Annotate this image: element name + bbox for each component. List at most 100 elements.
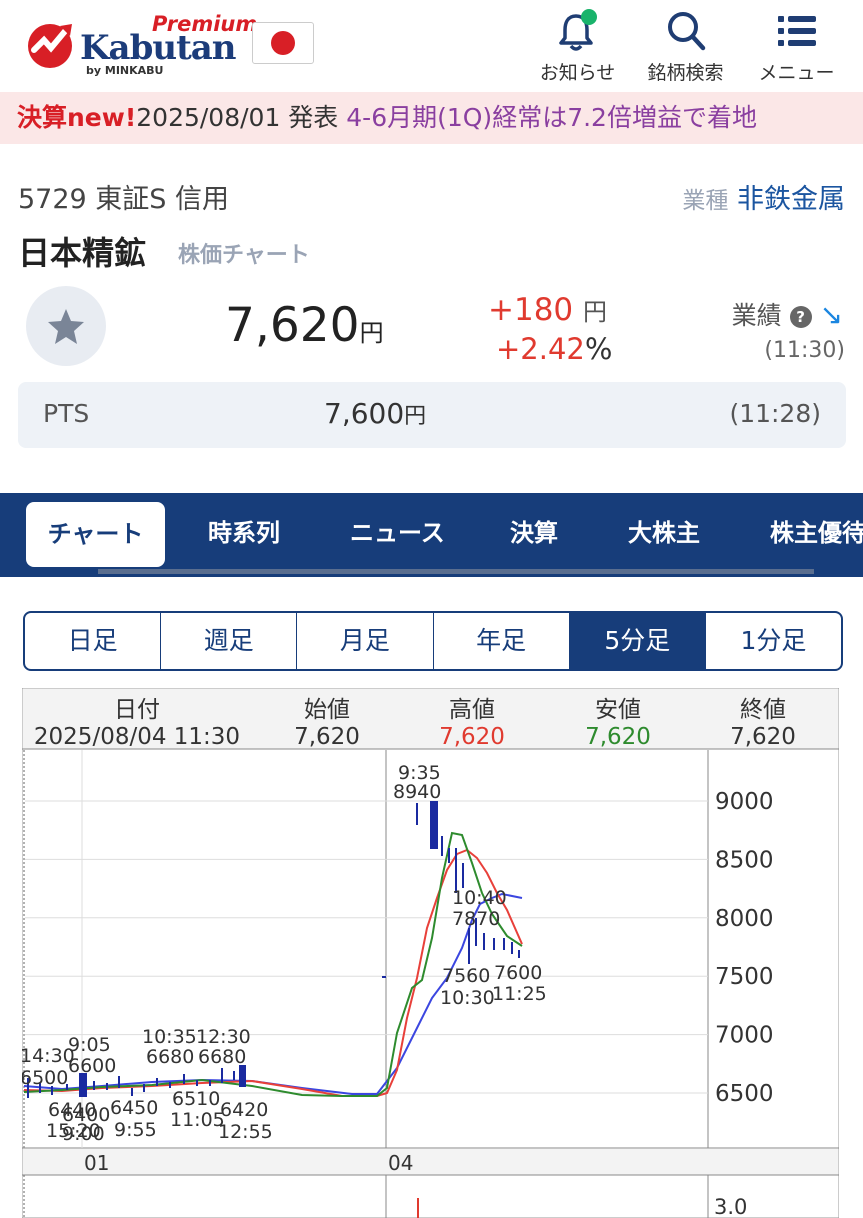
anno-high-time: 9:35 — [398, 762, 441, 784]
y-tick-label: 7500 — [715, 964, 774, 990]
anno-1040-time: 10:40 — [452, 887, 507, 909]
grid-lines — [25, 800, 708, 1094]
notifications-label: お知らせ — [539, 62, 616, 84]
bell-icon — [558, 9, 597, 51]
banner-date: 2025/08/01 発表 — [136, 103, 339, 132]
pts-time: (11:28) — [729, 399, 821, 428]
help-icon[interactable]: ? — [789, 306, 812, 328]
y-tick-label: 9000 — [715, 789, 774, 815]
price-chart[interactable]: 日付 始値 高値 安値 終値 2025/08/04 11:30 7,620 7,… — [22, 688, 839, 1218]
performance-link[interactable]: 業績 ? ↘ — [731, 298, 843, 331]
tab-news[interactable]: ニュース — [350, 519, 445, 547]
info-close-value: 7,620 — [730, 724, 796, 750]
anno-1255-value: 6420 — [220, 1099, 268, 1121]
period-weekly[interactable]: 週足 — [161, 613, 298, 669]
sector-key: 業種 — [682, 188, 729, 214]
kabutan-logo-icon — [28, 24, 72, 68]
anno-1030-time: 10:30 — [440, 987, 495, 1009]
period-monthly[interactable]: 月足 — [297, 613, 434, 669]
price-time: (11:30) — [764, 338, 845, 363]
tab-timeseries[interactable]: 時系列 — [208, 519, 280, 547]
tab-benefits[interactable]: 株主優待 — [770, 519, 863, 547]
anno-1035-time: 10:35 — [142, 1026, 197, 1048]
anno-905-value: 6600 — [68, 1055, 116, 1077]
tab-earnings[interactable]: 決算 — [510, 519, 558, 547]
anno-955-value: 6450 — [110, 1097, 158, 1119]
logo-brand: Kabutan — [80, 28, 237, 68]
pts-label: PTS — [43, 399, 90, 428]
pts-panel: PTS 7,600円 (11:28) — [18, 382, 846, 448]
tab-chart[interactable]: チャート — [26, 502, 165, 567]
pts-price: 7,600円 — [324, 397, 427, 430]
stock-name-sub: 株価チャート — [178, 243, 310, 268]
anno-1030-value: 7560 — [442, 965, 490, 987]
stock-search-button[interactable]: 銘柄検索 — [638, 6, 733, 86]
y-tick-label: 8000 — [715, 906, 774, 932]
banner-headline-link[interactable]: 4-6月期(1Q)経常は7.2倍増益で着地 — [346, 103, 757, 132]
anno-1105-time: 11:05 — [170, 1109, 225, 1131]
anno-1040-value: 7870 — [452, 908, 500, 930]
favorite-button[interactable] — [26, 286, 106, 366]
logo-premium: Premium — [152, 12, 258, 36]
tab-shareholders[interactable]: 大株主 — [628, 519, 700, 547]
ma-mid-line — [23, 848, 523, 1097]
notification-dot — [580, 9, 597, 25]
anno-1230-value: 6680 — [198, 1046, 246, 1068]
anno-high-value: 8940 — [393, 781, 441, 803]
price-change: +180 円 — [488, 292, 608, 328]
anno-1255-time: 12:55 — [218, 1121, 273, 1143]
period-daily[interactable]: 日足 — [25, 613, 162, 669]
period-yearly[interactable]: 年足 — [434, 613, 570, 669]
anno-1520-value: 6440 — [48, 1099, 96, 1121]
y-tick-label: 6500 — [715, 1081, 774, 1107]
banner-tag: 決算new! — [17, 103, 137, 132]
stock-name: 日本精鉱 — [18, 234, 147, 272]
anno-955-time: 9:55 — [114, 1119, 157, 1141]
anno-1105-value: 6510 — [172, 1088, 220, 1110]
info-low-value: 7,620 — [585, 724, 651, 750]
info-open-header: 始値 — [304, 697, 350, 723]
x-label-01: 01 — [84, 1151, 109, 1175]
y-axis-ticks: 6500 7000 7500 8000 8500 9000 — [715, 789, 774, 1107]
current-price: 7,620円 — [225, 298, 384, 353]
subchart-tick: 3.0 — [714, 1195, 747, 1218]
kabutan-logo[interactable]: Premium Kabutan by MINKABU — [24, 12, 257, 78]
arrow-down-right-icon: ↘ — [819, 298, 843, 331]
price-annotations: 9:35 8940 10:40 7870 7560 10:30 7600 11:… — [22, 762, 547, 1145]
logo-by: by MINKABU — [86, 64, 164, 77]
anno-1430-time: 14:30 — [22, 1045, 75, 1067]
notifications-button[interactable]: お知らせ — [530, 6, 625, 86]
sector-link[interactable]: 非鉄金属 — [737, 184, 845, 215]
info-open-value: 7,620 — [294, 724, 360, 750]
menu-button[interactable]: メニュー — [749, 6, 844, 86]
ma-short-line — [23, 831, 523, 1097]
tabs-scrollbar[interactable] — [98, 569, 814, 574]
search-label: 銘柄検索 — [647, 62, 724, 84]
ohlc-info: 日付 始値 高値 安値 終値 2025/08/04 11:30 7,620 7,… — [34, 697, 796, 750]
sector: 業種 非鉄金属 — [682, 177, 845, 216]
anno-1125-value: 7600 — [494, 962, 542, 984]
stock-tabs: チャート 時系列 ニュース 決算 大株主 株主優待 — [0, 493, 863, 577]
candles — [27, 801, 520, 1098]
menu-icon — [777, 16, 816, 46]
menu-label: メニュー — [758, 62, 835, 84]
anno-900-time: 9:00 — [62, 1123, 105, 1145]
info-high-value: 7,620 — [439, 724, 505, 750]
period-1min[interactable]: 1分足 — [740, 626, 807, 655]
anno-1035-value: 6680 — [146, 1046, 194, 1068]
app-header: Premium Kabutan by MINKABU お知らせ 銘柄検索 メニュ… — [0, 0, 863, 92]
info-close-header: 終値 — [740, 697, 786, 723]
search-icon — [667, 12, 705, 51]
anno-1125-time: 11:25 — [492, 983, 547, 1005]
period-selector: 日足 週足 月足 年足 5分足 1分足 — [23, 611, 843, 671]
japan-flag-icon[interactable] — [252, 22, 314, 64]
period-5min[interactable]: 5分足 — [569, 613, 706, 669]
x-label-04: 04 — [388, 1151, 413, 1175]
anno-1430-value: 6500 — [22, 1067, 68, 1089]
info-low-header: 安値 — [595, 697, 641, 723]
anno-900-value: 6400 — [62, 1104, 110, 1126]
anno-905-time: 9:05 — [68, 1034, 111, 1056]
anno-1520-time: 15:20 — [46, 1120, 101, 1142]
stock-code-line: 5729 東証S 信用 — [18, 184, 230, 215]
earnings-banner[interactable]: 決算new!2025/08/01 発表 4-6月期(1Q)経常は7.2倍増益で着… — [0, 92, 863, 144]
